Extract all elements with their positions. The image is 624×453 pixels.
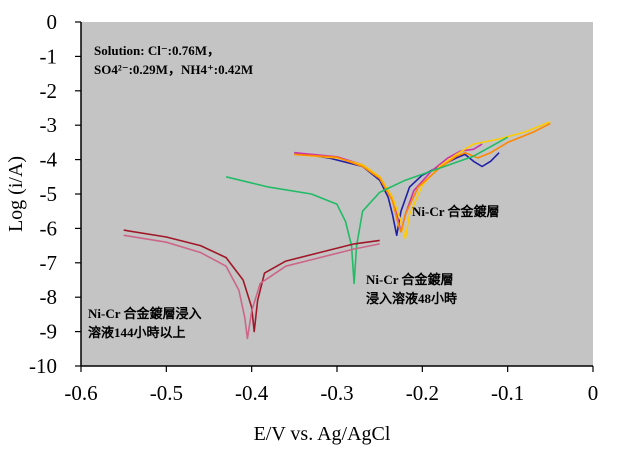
- x-tick-label: -0.2: [406, 381, 439, 405]
- y-tick-label: -2: [40, 79, 58, 103]
- y-tick-label: -5: [40, 182, 58, 206]
- y-tick-label: -4: [40, 148, 58, 172]
- y-tick-label: -3: [40, 113, 58, 137]
- annotation-plated: Ni-Cr 合金鍍層: [412, 204, 500, 219]
- data-series: [123, 121, 551, 340]
- plot-area: [81, 22, 593, 366]
- y-tick-label: -7: [40, 251, 58, 275]
- y-tick-label: -10: [29, 354, 57, 378]
- annotation-48h-line1: Ni-Cr 合金鍍層: [366, 272, 454, 287]
- annotation-48h-line2: 浸入溶液48小時: [366, 291, 457, 306]
- solution-note-line1: Solution: Cl⁻:0.76M，: [94, 43, 220, 58]
- series-line-7: [123, 234, 380, 340]
- x-tick-label: -0.1: [491, 381, 524, 405]
- solution-note-line2: SO4²⁻:0.29M，NH4⁺:0.42M: [94, 62, 253, 77]
- series-line-4: [294, 122, 551, 233]
- y-tick-label: -8: [40, 285, 58, 309]
- y-axis-title: Log (i/A): [5, 156, 27, 232]
- y-tick-label: -1: [40, 44, 58, 68]
- x-tick-label: -0.4: [235, 381, 269, 405]
- series-line-3: [294, 121, 551, 240]
- x-tick-label: -0.5: [150, 381, 183, 405]
- axis-ticks: -0.6 -0.5 -0.4 -0.3 -0.2 -0.1 0 0 -1 -2 -3 -4 -5 -6 -7…: [29, 10, 598, 405]
- annotation-144h-line1: Ni-Cr 合金鍍層浸入: [88, 306, 202, 321]
- series-line-5: [225, 136, 509, 285]
- x-tick-label: 0: [588, 381, 599, 405]
- series-line-6: [123, 229, 380, 333]
- y-tick-label: -9: [40, 320, 58, 344]
- y-tick-label: 0: [47, 10, 58, 34]
- series-line-1: [294, 151, 500, 237]
- x-tick-label: -0.3: [320, 381, 353, 405]
- x-axis-title: E/V vs. Ag/AgCl: [254, 423, 391, 445]
- y-tick-label: -6: [40, 216, 58, 240]
- x-tick-label: -0.6: [64, 381, 97, 405]
- annotation-144h-line2: 溶液144小時以上: [88, 325, 186, 340]
